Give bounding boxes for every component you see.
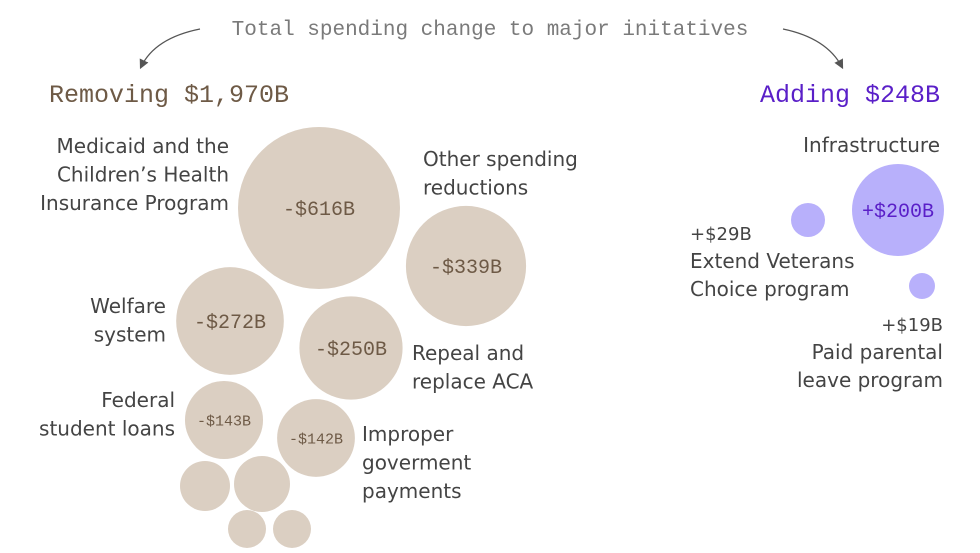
bubble-category-label: payments (362, 479, 462, 503)
bubble-removing (176, 267, 284, 375)
bubble-value-label: +$29B (690, 224, 752, 245)
bubble-removing (273, 510, 311, 548)
bubble-value-label: -$143B (197, 413, 251, 430)
bubble-category-label: Repeal and (412, 341, 524, 365)
bubble-category-label: Infrastructure (803, 133, 940, 157)
bubble-removing (405, 205, 527, 327)
bubble-category-label: Welfare (90, 294, 166, 318)
bubbles-layer (176, 127, 944, 548)
right-arrow-icon (782, 28, 844, 70)
bubble-category-label: Children’s Health (57, 163, 229, 187)
bubble-removing (228, 510, 266, 548)
bubble-category-label: leave program (797, 368, 943, 392)
bubble-removing (180, 461, 230, 511)
bubble-removing (277, 399, 355, 477)
bubble-category-label: system (94, 323, 166, 347)
bubble-category-label: Federal (101, 388, 175, 412)
bubble-category-label: Improper (362, 422, 454, 446)
bubble-value-label: +$200B (862, 201, 934, 224)
bubble-value-label: -$142B (289, 431, 343, 448)
bubble-value-label: +$19B (881, 315, 943, 336)
bubble-category-label: replace ACA (412, 370, 534, 394)
bubble-category-label: reductions (423, 176, 528, 200)
bubble-category-label: Extend Veterans (690, 249, 855, 273)
bubble-value-label: -$339B (430, 257, 502, 280)
bubble-category-label: Choice program (690, 277, 849, 301)
adding-heading: Adding $248B (760, 81, 940, 110)
bubble-removing (299, 296, 403, 400)
chart-title: Total spending change to major initative… (232, 19, 749, 42)
bubble-category-label: Medicaid and the (57, 134, 229, 158)
bubble-removing (184, 380, 264, 460)
bubble-category-label: goverment (362, 451, 471, 475)
removing-heading: Removing $1,970B (49, 81, 289, 110)
bubble-removing (234, 456, 290, 512)
bubble-category-label: Insurance Program (40, 191, 229, 215)
bubble-category-label: Paid parental (812, 340, 943, 364)
bubble-adding (791, 203, 825, 237)
bubble-category-label: student loans (39, 417, 175, 441)
bubble-value-label: -$272B (194, 312, 266, 335)
bubble-adding (909, 273, 935, 299)
bubble-adding (852, 164, 944, 256)
bubble-value-label: -$250B (315, 339, 387, 362)
bubble-value-label: -$616B (283, 199, 355, 222)
left-arrow-icon (139, 28, 201, 70)
bubble-removing (238, 127, 400, 289)
bubble-category-label: Other spending (423, 147, 578, 171)
labels-layer: -$616B Medicaid and the Children’s Health I… (39, 133, 943, 503)
